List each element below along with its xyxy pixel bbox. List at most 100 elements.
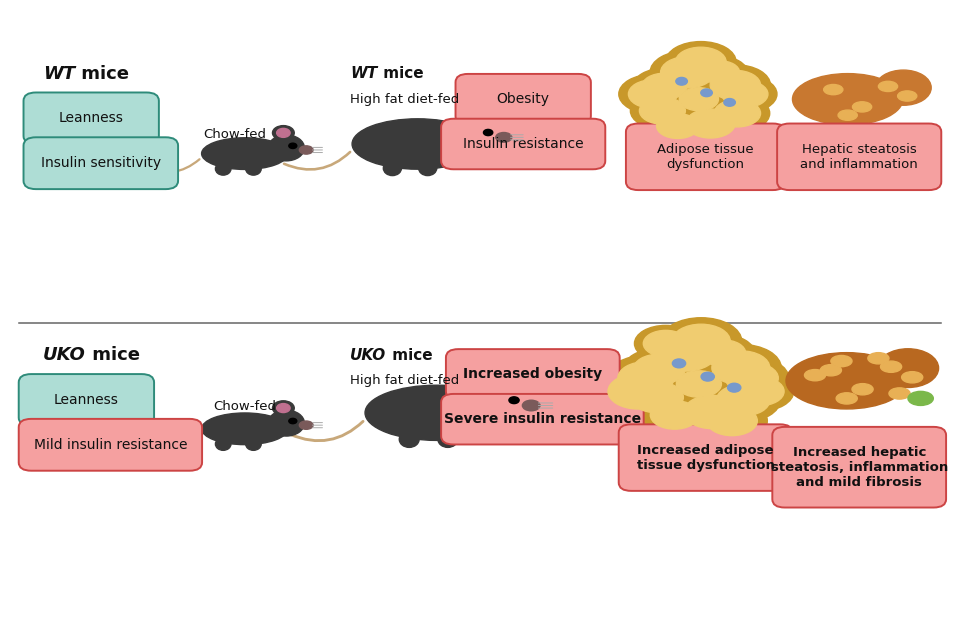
Text: Adipose tissue
dysfunction: Adipose tissue dysfunction: [658, 143, 754, 171]
Ellipse shape: [215, 438, 231, 451]
Circle shape: [493, 378, 511, 389]
Ellipse shape: [852, 102, 872, 112]
Ellipse shape: [642, 73, 686, 100]
Text: Severe insulin resistance: Severe insulin resistance: [444, 412, 641, 426]
Circle shape: [701, 372, 714, 381]
Ellipse shape: [383, 161, 401, 175]
Ellipse shape: [629, 80, 677, 108]
Circle shape: [484, 129, 492, 136]
Ellipse shape: [643, 330, 688, 356]
Ellipse shape: [660, 317, 742, 365]
Text: Mild insulin resistance: Mild insulin resistance: [34, 438, 187, 452]
Ellipse shape: [640, 396, 708, 435]
Ellipse shape: [852, 383, 873, 395]
Circle shape: [728, 383, 741, 392]
Ellipse shape: [643, 328, 729, 378]
Ellipse shape: [667, 366, 731, 402]
Ellipse shape: [722, 81, 768, 108]
Circle shape: [701, 89, 712, 97]
Ellipse shape: [399, 431, 420, 447]
Ellipse shape: [639, 97, 685, 124]
Ellipse shape: [793, 74, 903, 125]
Text: Increased hepatic
steatosis, inflammation
and mild fibrosis: Increased hepatic steatosis, inflammatio…: [771, 445, 948, 489]
Text: WT: WT: [350, 66, 377, 81]
Circle shape: [276, 404, 290, 413]
Ellipse shape: [648, 109, 708, 143]
Text: mice: mice: [387, 348, 432, 363]
Ellipse shape: [607, 355, 685, 401]
FancyBboxPatch shape: [772, 427, 947, 508]
Ellipse shape: [701, 61, 739, 84]
Ellipse shape: [701, 340, 746, 366]
Ellipse shape: [246, 438, 261, 451]
FancyBboxPatch shape: [19, 419, 203, 471]
Ellipse shape: [300, 421, 313, 429]
Ellipse shape: [650, 51, 725, 94]
Text: mice: mice: [75, 65, 130, 83]
Text: UKO: UKO: [350, 348, 387, 363]
Ellipse shape: [693, 56, 747, 88]
Ellipse shape: [202, 138, 288, 170]
Ellipse shape: [365, 385, 509, 440]
Ellipse shape: [701, 344, 781, 391]
Ellipse shape: [700, 65, 771, 106]
Ellipse shape: [672, 324, 731, 358]
Ellipse shape: [631, 92, 694, 129]
Text: Obesity: Obesity: [496, 92, 550, 106]
Ellipse shape: [820, 365, 841, 376]
Circle shape: [465, 109, 490, 126]
Ellipse shape: [880, 361, 901, 372]
Text: Leanness: Leanness: [59, 111, 124, 125]
Ellipse shape: [631, 382, 684, 413]
Text: Chow-fed: Chow-fed: [213, 400, 276, 413]
Text: Hepatic steatosis
and inflammation: Hepatic steatosis and inflammation: [801, 143, 918, 171]
Ellipse shape: [680, 88, 718, 111]
Ellipse shape: [712, 351, 770, 385]
Ellipse shape: [726, 372, 794, 411]
Ellipse shape: [898, 91, 917, 101]
Ellipse shape: [459, 120, 502, 150]
Circle shape: [676, 77, 687, 85]
FancyBboxPatch shape: [442, 119, 606, 169]
Ellipse shape: [596, 367, 681, 416]
Ellipse shape: [726, 363, 779, 394]
Ellipse shape: [438, 431, 458, 447]
Ellipse shape: [697, 401, 767, 441]
Text: High fat diet-fed: High fat diet-fed: [350, 93, 460, 106]
Ellipse shape: [608, 374, 668, 409]
Ellipse shape: [672, 83, 726, 115]
FancyBboxPatch shape: [23, 92, 158, 145]
Circle shape: [509, 397, 519, 404]
Circle shape: [273, 401, 295, 415]
FancyBboxPatch shape: [456, 74, 590, 124]
Ellipse shape: [665, 42, 736, 83]
Text: UKO: UKO: [43, 346, 86, 364]
Ellipse shape: [676, 47, 726, 77]
Ellipse shape: [633, 68, 696, 104]
Ellipse shape: [908, 391, 933, 406]
Ellipse shape: [710, 70, 760, 100]
Ellipse shape: [707, 406, 757, 436]
Ellipse shape: [838, 110, 857, 120]
Text: Increased obesity: Increased obesity: [464, 367, 602, 381]
Circle shape: [276, 129, 290, 138]
Text: Increased adipose
tissue dysfunction: Increased adipose tissue dysfunction: [636, 444, 775, 472]
FancyBboxPatch shape: [23, 138, 178, 189]
Ellipse shape: [684, 396, 740, 429]
Ellipse shape: [495, 132, 512, 142]
FancyBboxPatch shape: [441, 394, 643, 445]
Ellipse shape: [877, 349, 939, 387]
Ellipse shape: [876, 70, 931, 106]
Text: Insulin sensitivity: Insulin sensitivity: [40, 156, 161, 170]
Ellipse shape: [215, 163, 231, 175]
Ellipse shape: [836, 393, 857, 404]
Ellipse shape: [655, 335, 716, 371]
Ellipse shape: [824, 84, 843, 95]
Text: WT: WT: [43, 65, 75, 83]
Circle shape: [469, 112, 485, 123]
Circle shape: [488, 374, 516, 393]
Ellipse shape: [714, 100, 760, 127]
Ellipse shape: [692, 335, 755, 371]
Ellipse shape: [804, 369, 826, 381]
FancyBboxPatch shape: [18, 374, 154, 426]
